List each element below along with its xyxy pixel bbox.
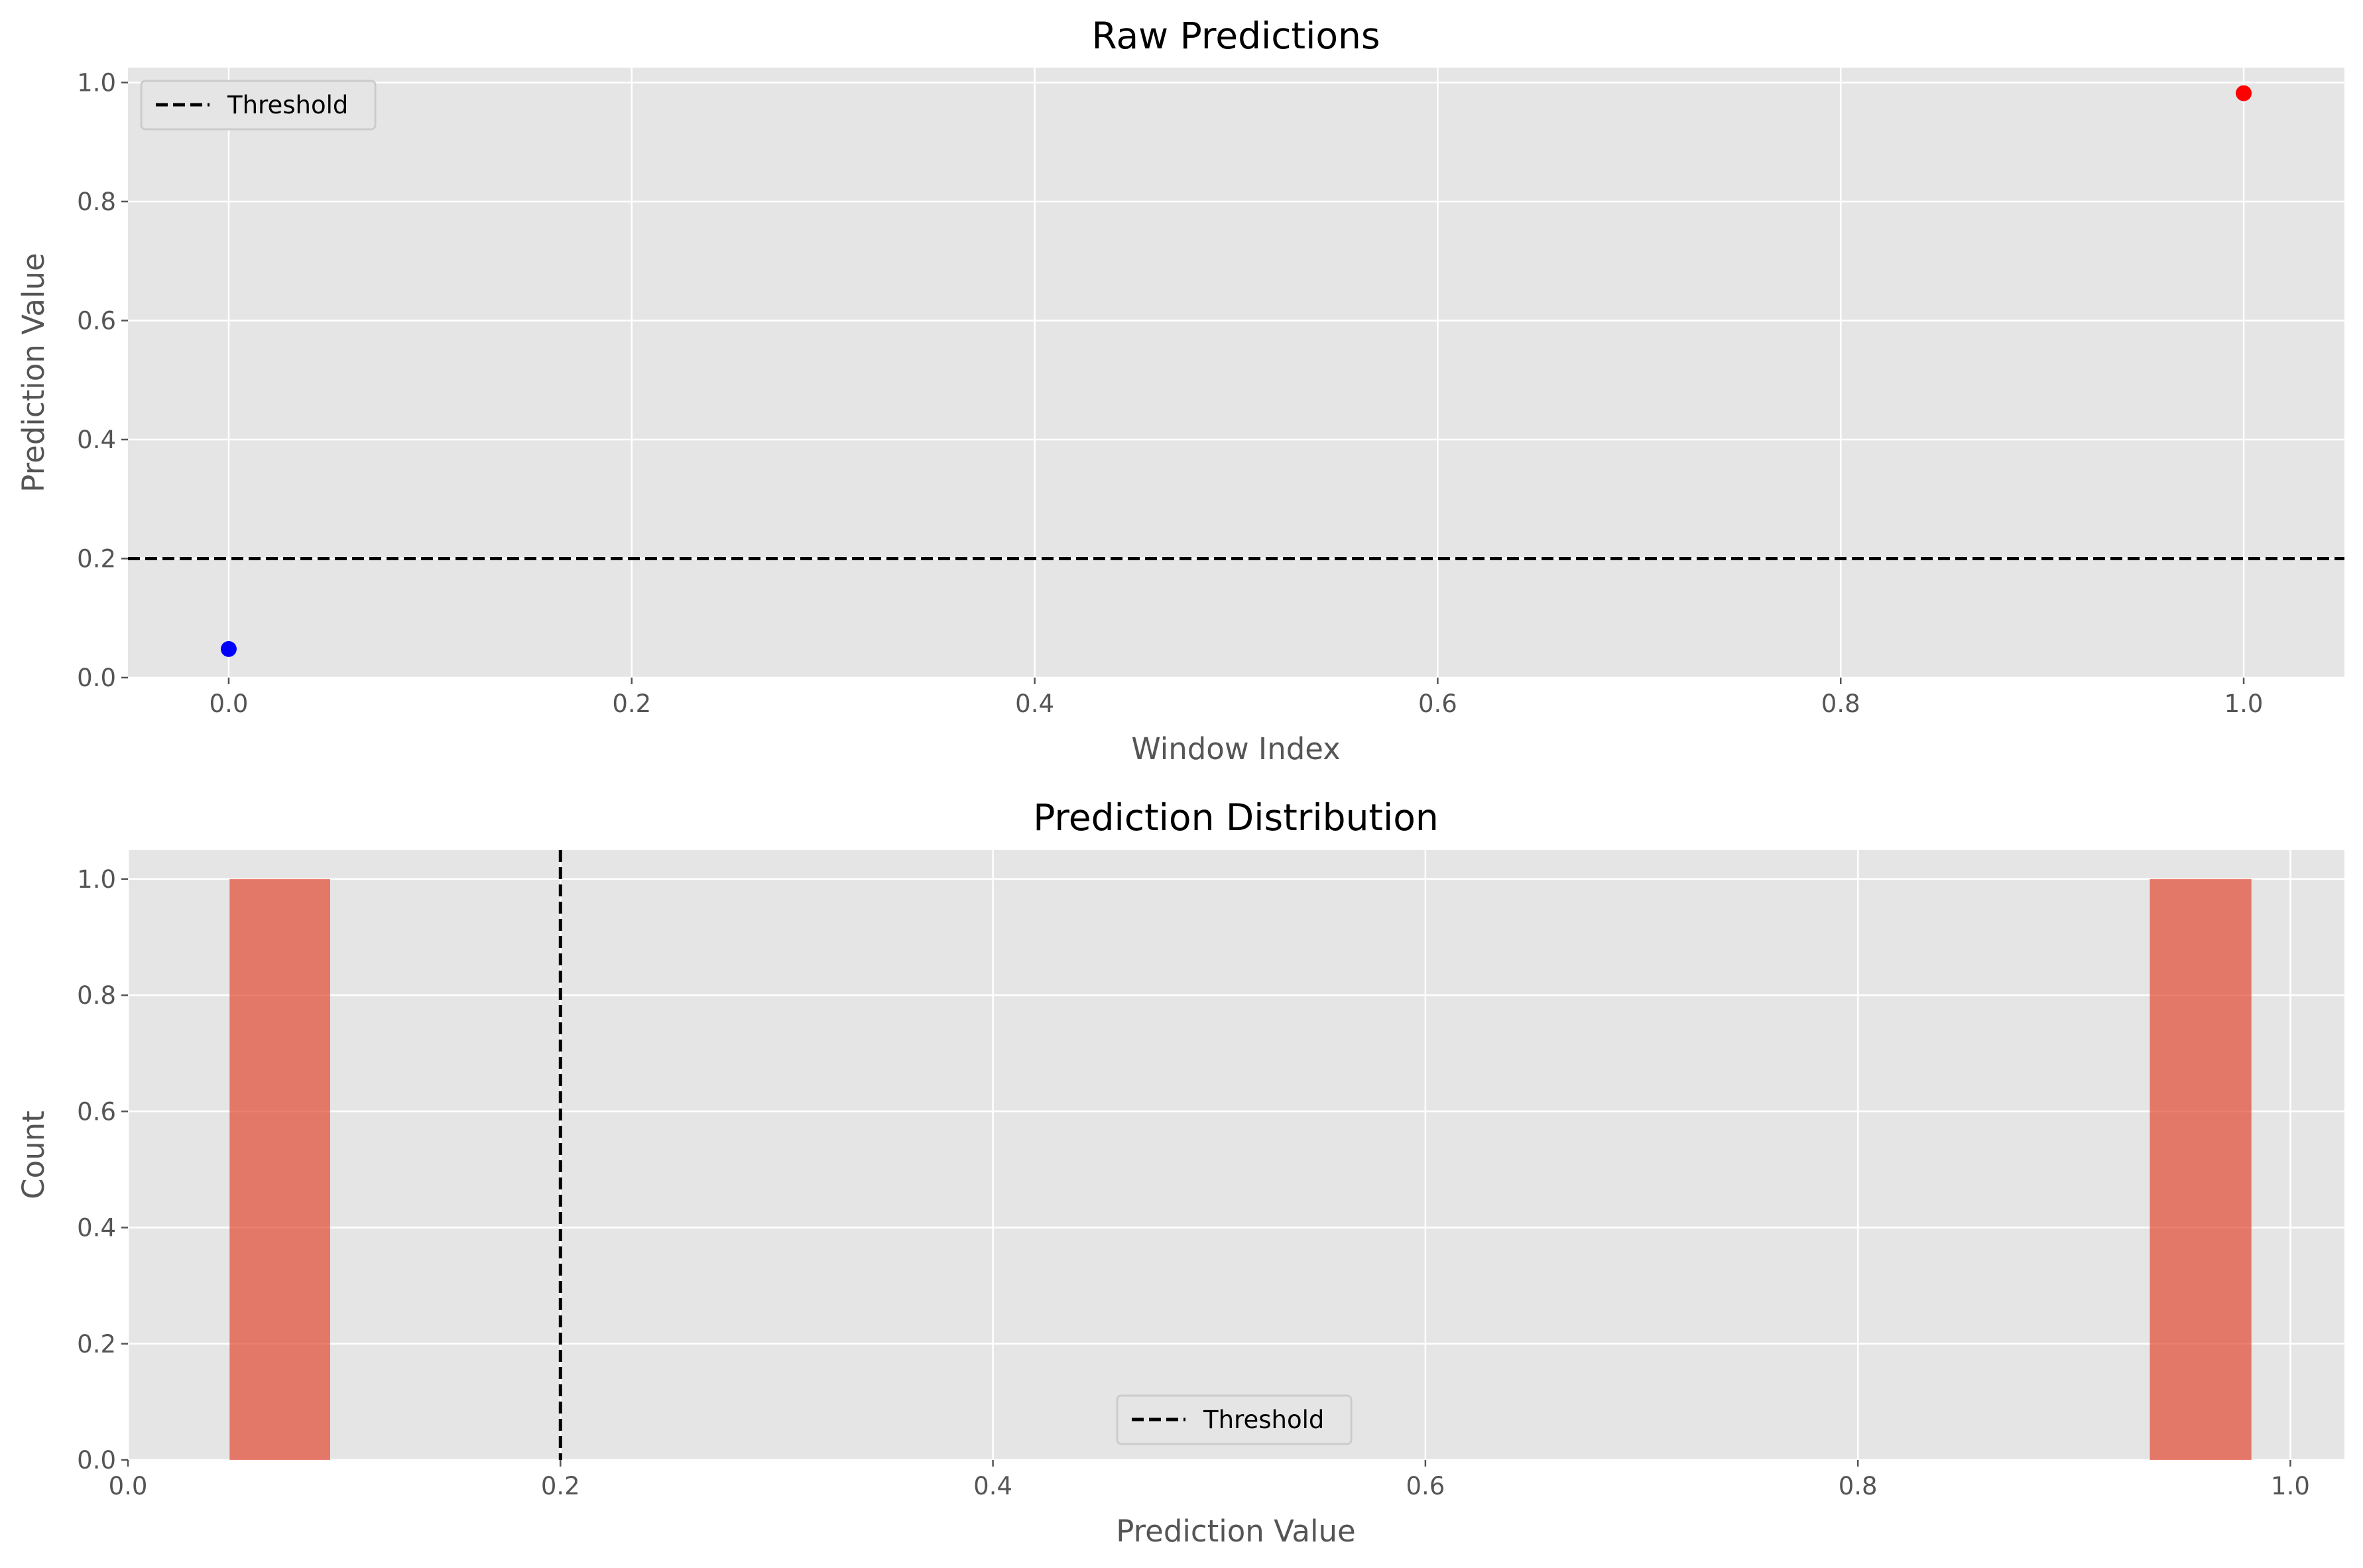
- y-tick-label: 0.8: [77, 981, 116, 1010]
- legend: Threshold: [140, 80, 377, 131]
- x-tick-label: 0.0: [109, 1472, 148, 1500]
- histogram-bar: [229, 878, 330, 1460]
- x-tick-label: 0.4: [1015, 690, 1054, 718]
- legend: Threshold: [1116, 1394, 1353, 1445]
- grid: [128, 68, 2344, 679]
- chart-title: Prediction Distribution: [1033, 796, 1439, 839]
- y-axis-label: Count: [16, 1111, 51, 1199]
- x-tick-label: 0.6: [1406, 1472, 1445, 1500]
- y-tick-label: 0.0: [77, 1446, 116, 1475]
- y-tick-label: 0.2: [77, 544, 116, 573]
- x-tick-labels: 0.0 0.2 0.4 0.6 0.8 1.0: [210, 678, 2264, 718]
- scatter-point: [2236, 85, 2252, 101]
- raw-predictions-panel: 0.0 0.2 0.4 0.6 0.8 1.0 0.0 0.2 0.4 0.6 0.8 1.0 Ra…: [16, 15, 2344, 766]
- y-tick-labels: 0.0 0.2 0.4 0.6 0.8 1.0: [77, 865, 128, 1475]
- y-tick-label: 0.4: [77, 426, 116, 454]
- x-tick-label: 0.2: [612, 690, 651, 718]
- x-tick-label: 1.0: [2224, 690, 2264, 718]
- x-tick-label: 0.8: [1821, 690, 1860, 718]
- x-tick-label: 0.6: [1418, 690, 1457, 718]
- y-tick-label: 1.0: [77, 865, 116, 894]
- y-tick-labels: 0.0 0.2 0.4 0.6 0.8 1.0: [77, 68, 128, 692]
- plot-area: [128, 850, 2344, 1460]
- plot-area: [128, 68, 2344, 678]
- histogram-bars: [229, 878, 2252, 1460]
- y-tick-label: 0.0: [77, 664, 116, 692]
- legend-box: [1116, 1394, 1353, 1445]
- legend-threshold-label: Threshold: [227, 91, 348, 119]
- x-tick-label: 1.0: [2271, 1472, 2310, 1500]
- y-tick-label: 1.0: [77, 68, 116, 97]
- scatter-point: [220, 640, 237, 657]
- x-tick-label: 0.2: [541, 1472, 580, 1500]
- prediction-distribution-panel: 0.0 0.2 0.4 0.6 0.8 1.0 0.0 0.2 0.4 0.6 0.8 1.0 Pr…: [16, 796, 2344, 1549]
- x-axis-label: Window Index: [1131, 731, 1341, 766]
- legend-box: [140, 80, 377, 131]
- y-tick-label: 0.8: [77, 188, 116, 216]
- y-tick-label: 0.6: [77, 306, 116, 335]
- chart-title: Raw Predictions: [1091, 15, 1380, 57]
- y-tick-label: 0.4: [77, 1214, 116, 1242]
- x-axis-label: Prediction Value: [1116, 1514, 1355, 1549]
- grid: [127, 850, 2344, 1461]
- legend-threshold-label: Threshold: [1203, 1406, 1324, 1434]
- x-tick-labels: 0.0 0.2 0.4 0.6 0.8 1.0: [109, 1460, 2310, 1500]
- x-tick-label: 0.8: [1839, 1472, 1878, 1500]
- y-tick-label: 0.2: [77, 1330, 116, 1358]
- x-tick-label: 0.4: [973, 1472, 1012, 1500]
- histogram-bar: [2150, 878, 2252, 1460]
- y-axis-label: Prediction Value: [16, 253, 51, 492]
- y-tick-label: 0.6: [77, 1097, 116, 1126]
- x-tick-label: 0.0: [210, 690, 249, 718]
- scatter-points: [220, 85, 2252, 657]
